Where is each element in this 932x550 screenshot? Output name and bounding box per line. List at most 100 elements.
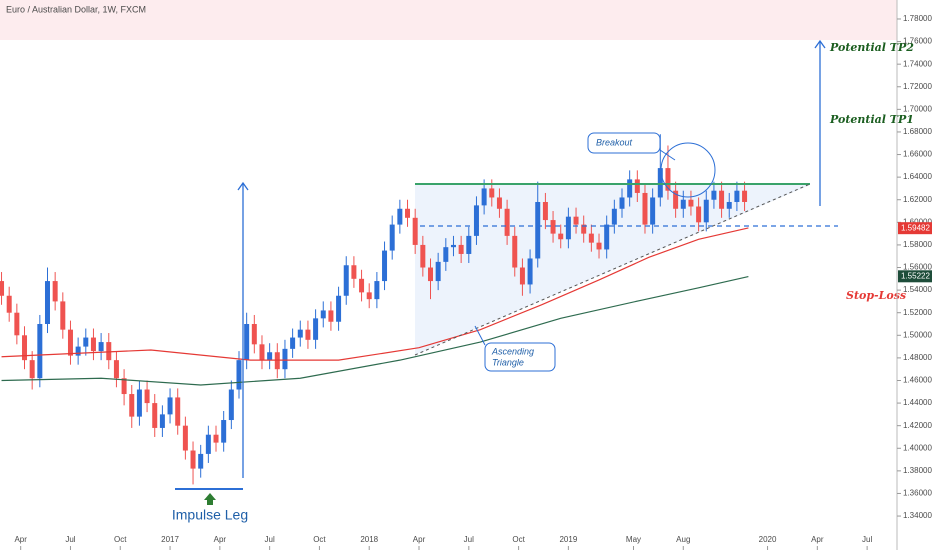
callout-text: Breakout: [596, 137, 633, 147]
y-tick-label: 1.34000: [903, 511, 932, 520]
candle-body: [588, 233, 594, 243]
price-label: 1.55222: [901, 271, 930, 280]
price-label-box: [898, 222, 932, 235]
candle-body: [52, 281, 58, 302]
candle-body: [67, 329, 73, 356]
candle-body: [542, 201, 548, 221]
candle-body: [374, 281, 380, 300]
y-tick-label: 1.36000: [903, 489, 932, 498]
candle-body: [581, 224, 587, 234]
y-tick-label: 1.78000: [903, 14, 932, 23]
candle-body: [152, 403, 158, 428]
candle-body: [650, 197, 656, 225]
x-tick-label: Apr: [811, 535, 824, 544]
candle-body: [665, 168, 671, 191]
candle-body: [221, 420, 227, 443]
y-tick-label: 1.72000: [903, 82, 932, 91]
candle-body: [6, 295, 12, 313]
callout-text: Triangle: [492, 357, 524, 367]
candle-body: [734, 190, 740, 202]
x-tick-label: 2019: [559, 535, 577, 544]
callout: [484, 342, 556, 372]
candles: [0, 134, 749, 485]
candle-body: [320, 310, 326, 319]
candle-body: [251, 324, 257, 345]
candle-body: [611, 208, 617, 225]
candle-body: [458, 244, 464, 254]
candle-body: [228, 389, 234, 421]
y-tick-label: 1.46000: [903, 376, 932, 385]
breakout-circle: [660, 142, 716, 198]
candle-body: [466, 235, 472, 254]
candle-body: [535, 201, 541, 259]
candle-body: [198, 453, 204, 469]
candle-body: [397, 208, 403, 225]
x-tick-label: Oct: [114, 535, 127, 544]
y-tick-label: 1.48000: [903, 353, 932, 362]
x-tick-label: Oct: [512, 535, 525, 544]
chart-title: Euro / Australian Dollar, 1W, FXCM: [6, 4, 146, 14]
x-tick-label: Apr: [413, 535, 426, 544]
candle-body: [504, 208, 510, 236]
y-tick-label: 1.56000: [903, 263, 932, 272]
x-tick-label: Aug: [676, 535, 690, 544]
candle-body: [489, 188, 495, 198]
y-tick-label: 1.50000: [903, 330, 932, 339]
price-label-box: [898, 270, 932, 283]
candle-body: [313, 318, 319, 340]
x-tick-label: Jul: [862, 535, 872, 544]
candle-body: [481, 188, 487, 206]
candle-body: [190, 450, 196, 469]
candle-body: [496, 197, 502, 209]
candle-body: [37, 324, 43, 379]
x-tick-label: Jul: [265, 535, 275, 544]
candle-body: [336, 295, 342, 322]
impulse-marker: [204, 493, 216, 500]
moving-average: [1, 227, 749, 361]
arrow-head: [814, 39, 826, 49]
candle-body: [213, 434, 219, 443]
y-tick-label: 1.40000: [903, 443, 932, 452]
y-tick-label: 1.76000: [903, 37, 932, 46]
x-tick-label: Jul: [464, 535, 474, 544]
y-tick-label: 1.38000: [903, 466, 932, 475]
x-tick-label: May: [626, 535, 641, 544]
y-tick-label: 1.66000: [903, 150, 932, 159]
candle-body: [29, 360, 35, 379]
candle-body: [726, 201, 732, 209]
candle-body: [14, 312, 20, 336]
candle-body: [443, 247, 449, 262]
candle-body: [435, 261, 441, 282]
candle-body: [60, 301, 66, 330]
impulse-label: Impulse Leg: [172, 507, 248, 523]
candle-body: [113, 360, 119, 379]
x-tick-label: 2020: [759, 535, 777, 544]
candle-body: [696, 206, 702, 223]
candle-body: [75, 346, 81, 356]
candle-body: [450, 244, 456, 248]
candle-body: [129, 394, 135, 417]
candle-body: [136, 389, 142, 417]
x-tick-label: Apr: [14, 535, 27, 544]
candle-body: [558, 233, 564, 240]
x-tick-label: 2018: [360, 535, 378, 544]
candle-body: [351, 265, 357, 279]
candle-body: [366, 292, 372, 300]
candle-body: [175, 397, 181, 426]
candle-body: [305, 329, 311, 340]
impulse-marker: [207, 500, 213, 505]
candle-body: [382, 250, 388, 282]
candle-body: [106, 342, 112, 361]
y-tick-label: 1.70000: [903, 104, 932, 113]
candle-body: [680, 199, 686, 209]
candle-body: [642, 192, 648, 225]
candle-body: [282, 348, 288, 370]
y-tick-label: 1.60000: [903, 217, 932, 226]
candle-body: [182, 425, 188, 451]
highlight-band: [0, 0, 897, 40]
candle-body: [565, 216, 571, 240]
stop-label: Stop-Loss: [846, 289, 906, 302]
candle-body: [389, 224, 395, 251]
candle-body: [297, 329, 303, 338]
y-tick-label: 1.44000: [903, 398, 932, 407]
